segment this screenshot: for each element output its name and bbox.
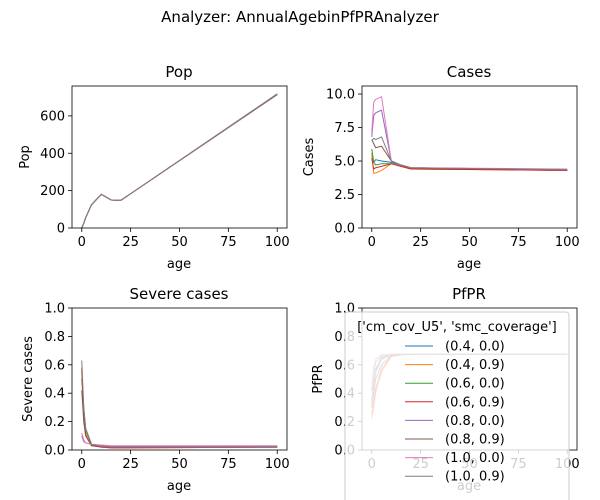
- legend-label-1: (0.4, 0.0): [445, 340, 505, 355]
- y-tick-label-severe-cases: 0.8: [44, 330, 65, 345]
- y-axis-label-pop: Pop: [18, 145, 33, 169]
- y-tick-label-cases: 0.0: [334, 222, 355, 237]
- axes-cases: 0 25 50 75 100 0.0 2.5 5.0 7.5 10.0: [326, 85, 580, 250]
- legend-box: [344, 311, 570, 500]
- legend-label-8: (1.0, 0.9): [445, 470, 505, 485]
- legend-label-4: (0.6, 0.9): [445, 395, 505, 410]
- x-tick-label-severe-cases: 0: [78, 457, 86, 472]
- x-tick-label-cases: 50: [461, 235, 478, 250]
- panel-title-cases: Cases: [447, 63, 492, 81]
- x-tick-label-pop: 50: [171, 235, 188, 250]
- legend-label-6: (0.8, 0.9): [445, 433, 505, 448]
- series-lines-severe-cases: [81, 360, 278, 449]
- x-tick-label-severe-cases: 25: [122, 457, 139, 472]
- panel-cases: Cases age Cases 0 25 50 75 100 0.0 2.5 5.0 7.5 10…: [302, 63, 580, 272]
- y-axis-label-pfpr: PfPR: [311, 364, 326, 393]
- series-lines-cases: [371, 96, 568, 174]
- series-line-cases-8: [371, 136, 568, 171]
- y-tick-label-pop: 600: [40, 109, 65, 124]
- panel-title-pfpr: PfPR: [452, 285, 486, 303]
- y-tick-label-pop: 200: [40, 184, 65, 199]
- x-tick-label-severe-cases: 50: [171, 457, 188, 472]
- y-axis-label-severe-cases: Severe cases: [21, 336, 36, 422]
- x-axis-label-severe-cases: age: [167, 479, 191, 494]
- axes-severe-cases: 0 25 50 75 100 0.0 0.2 0.4 0.6 0.8 1.0: [44, 302, 289, 473]
- legend-label-3: (0.6, 0.0): [445, 377, 505, 392]
- series-line-severe-cases-7: [81, 432, 278, 447]
- x-tick-label-severe-cases: 100: [265, 457, 290, 472]
- x-tick-label-severe-cases: 75: [220, 457, 237, 472]
- y-tick-label-severe-cases: 0.6: [44, 358, 65, 373]
- legend-label-7: (1.0, 0.0): [445, 451, 505, 466]
- series-line-cases-3: [371, 148, 568, 171]
- panel-title-severe-cases: Severe cases: [130, 285, 229, 303]
- legend-title: ['cm_cov_U5', 'smc_coverage']: [357, 320, 557, 335]
- x-tick-label-cases: 0: [368, 235, 376, 250]
- y-tick-label-cases: 10.0: [326, 88, 355, 103]
- x-tick-label-cases: 25: [412, 235, 429, 250]
- x-axis-label-pop: age: [167, 257, 191, 272]
- panel-pop: Pop age Pop 0 25 50 75 100 0 200 400 600: [18, 63, 290, 272]
- y-tick-label-pop: 0: [57, 222, 65, 237]
- series-lines-pop: [81, 93, 278, 229]
- x-tick-label-cases: 75: [510, 235, 527, 250]
- panel-severe-cases: Severe cases age Severe cases 0 25 50 75 100…: [21, 285, 290, 494]
- y-tick-label-severe-cases: 0.4: [44, 387, 65, 402]
- x-tick-label-pop: 0: [78, 235, 86, 250]
- y-tick-label-pop: 400: [40, 147, 65, 162]
- legend-label-2: (0.4, 0.9): [445, 358, 505, 373]
- series-line-pop-8: [81, 93, 278, 229]
- x-tick-label-pop: 75: [220, 235, 237, 250]
- legend-items: (0.4, 0.0) (0.4, 0.9) (0.6, 0.0) (0.6, 0.9)…: [405, 340, 505, 485]
- legend: ['cm_cov_U5', 'smc_coverage'] (0.4, 0.0)…: [344, 311, 570, 500]
- x-tick-label-pop: 100: [265, 235, 290, 250]
- y-tick-label-cases: 5.0: [334, 155, 355, 170]
- y-tick-label-severe-cases: 0.2: [44, 415, 65, 430]
- y-tick-label-severe-cases: 0.0: [44, 444, 65, 459]
- y-axis-label-cases: Cases: [302, 137, 317, 176]
- series-line-cases-4: [371, 158, 568, 171]
- legend-label-5: (0.8, 0.0): [445, 414, 505, 429]
- y-tick-label-severe-cases: 1.0: [44, 302, 65, 317]
- panel-title-pop: Pop: [165, 63, 192, 81]
- y-tick-label-cases: 2.5: [334, 188, 355, 203]
- x-tick-label-pop: 25: [122, 235, 139, 250]
- series-line-severe-cases-8: [81, 360, 278, 448]
- x-tick-label-cases: 100: [555, 235, 580, 250]
- axes-pop: 0 25 50 75 100 0 200 400 600: [40, 85, 290, 250]
- x-axis-label-cases: age: [457, 257, 481, 272]
- y-tick-label-cases: 7.5: [334, 121, 355, 136]
- figure-suptitle: Analyzer: AnnualAgebinPfPRAnalyzer: [161, 8, 439, 26]
